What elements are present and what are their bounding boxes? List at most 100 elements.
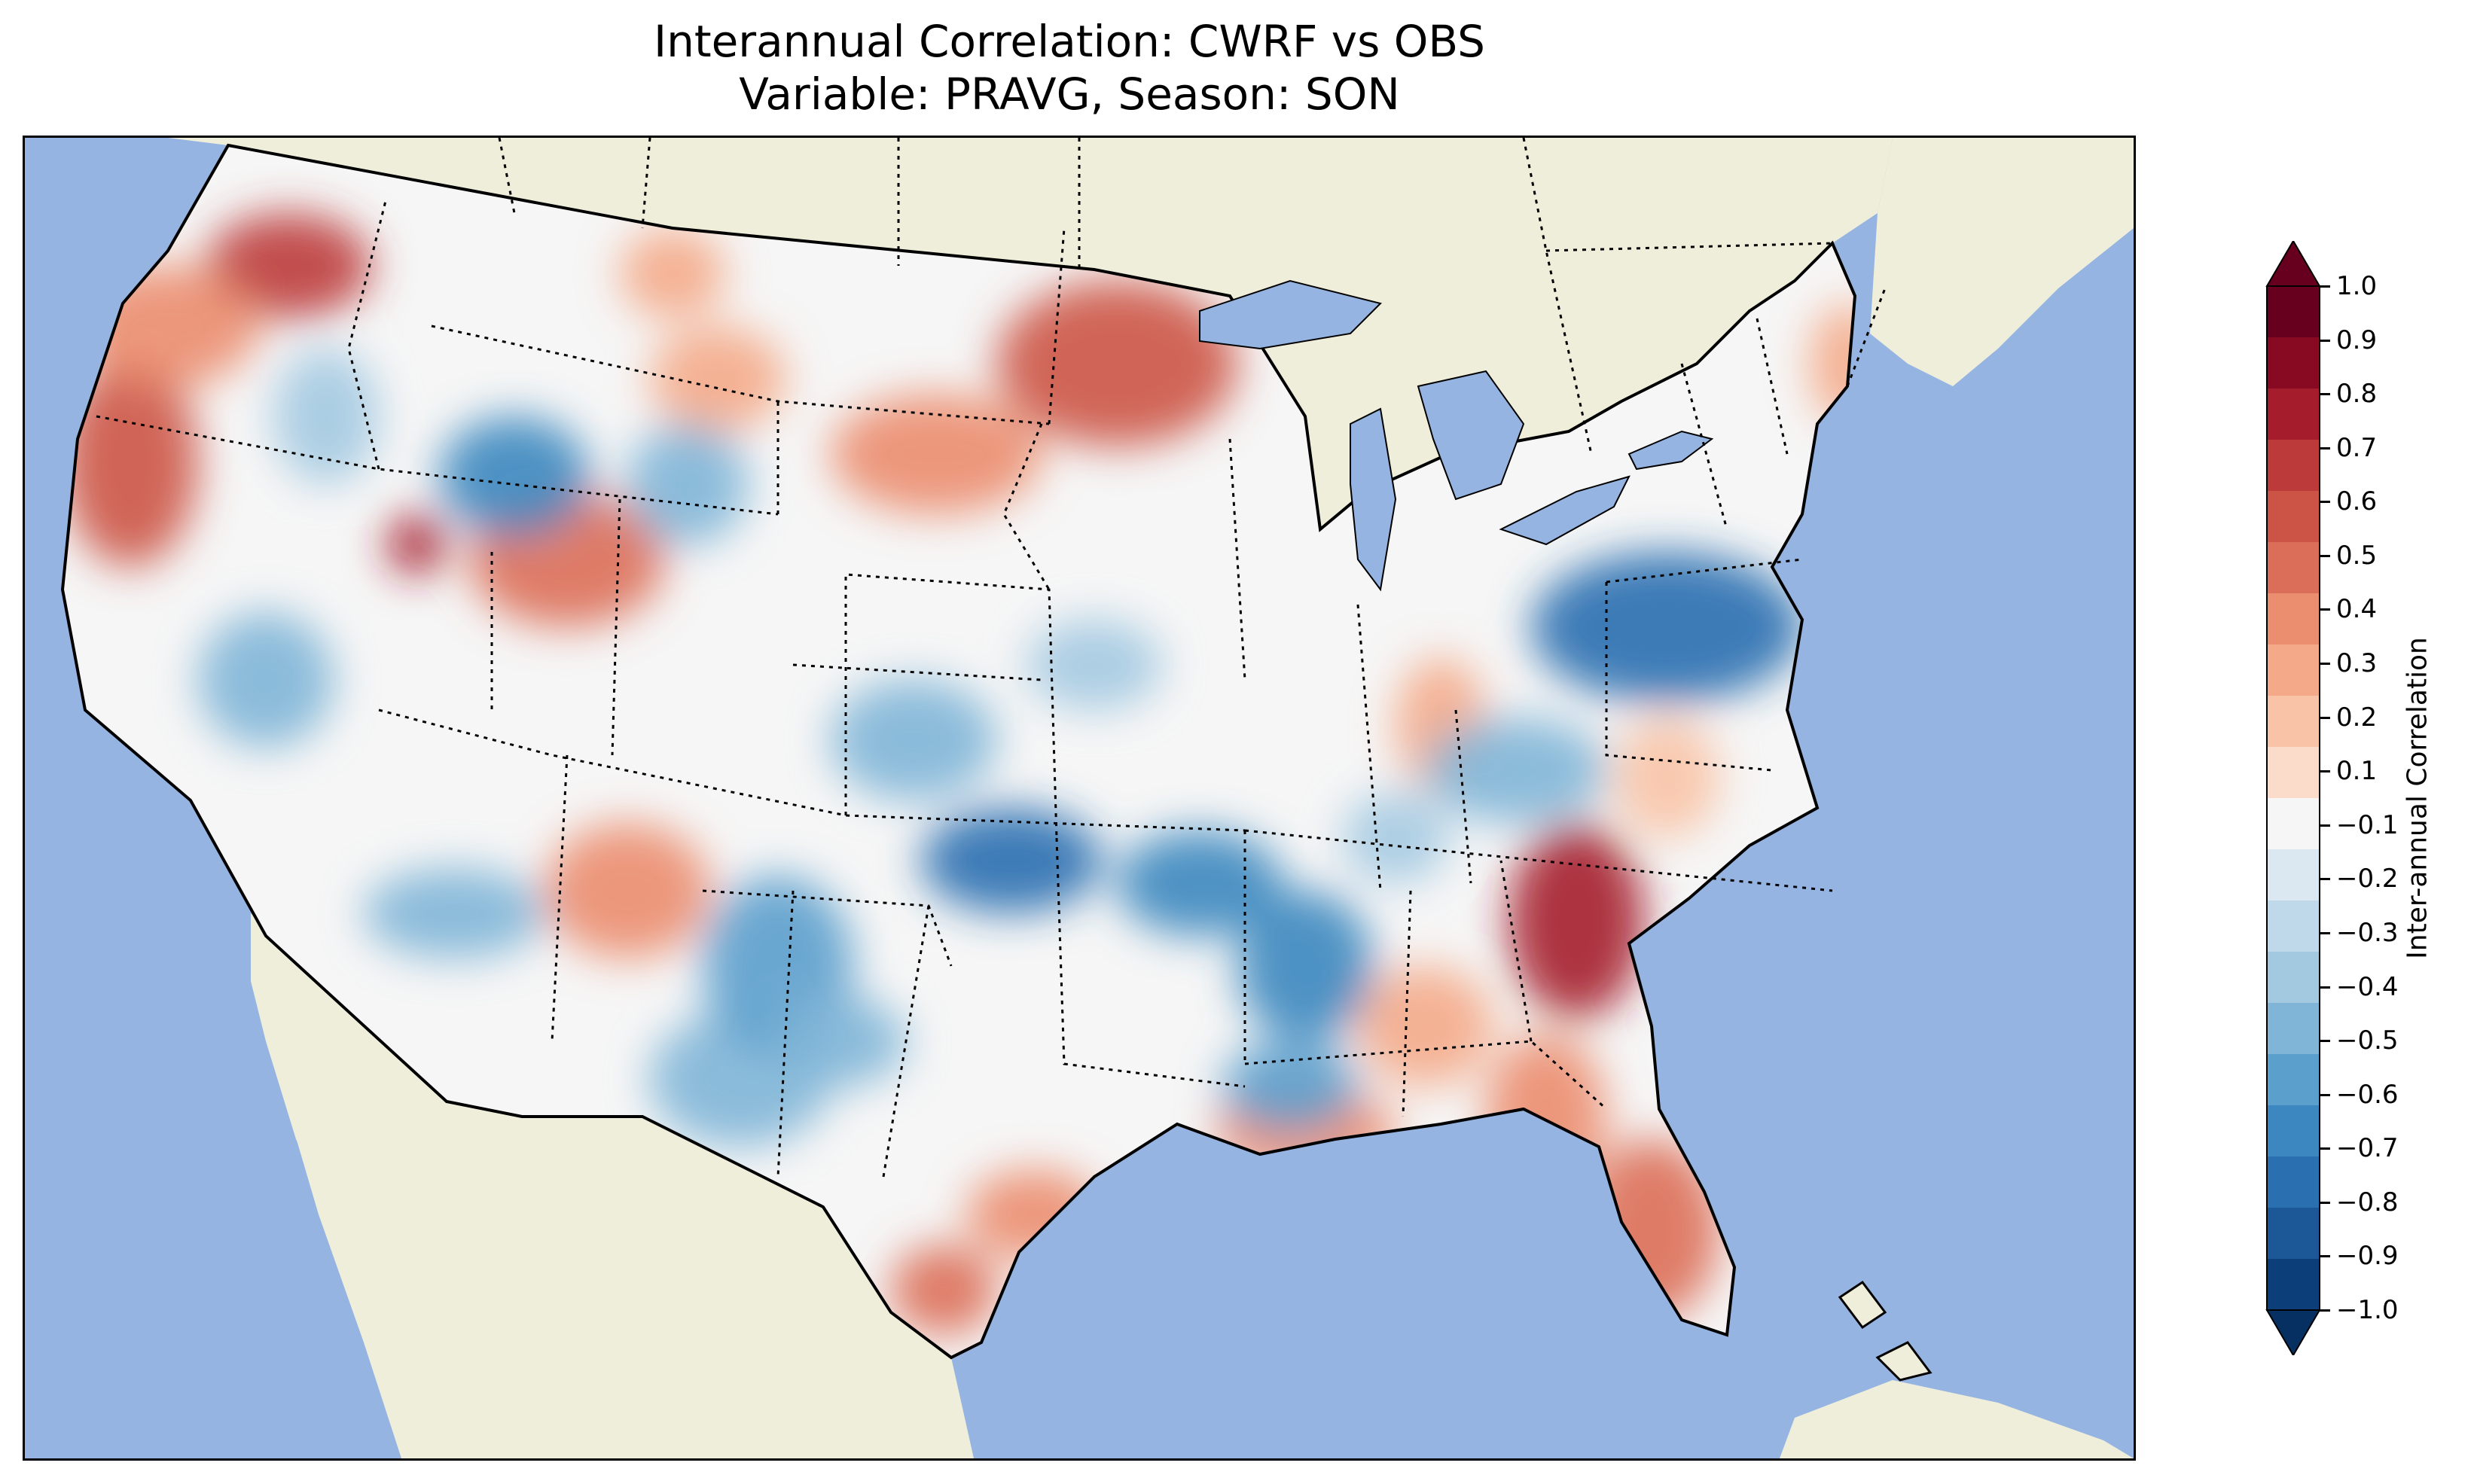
colorbar-tick-mark	[2320, 878, 2330, 881]
colorbar-tick-label: −0.3	[2336, 917, 2399, 948]
lake-superior	[1199, 279, 1382, 350]
colorbar-tick-mark	[2320, 446, 2330, 449]
correlation-field	[63, 213, 1855, 1335]
colorbar	[2265, 241, 2321, 1355]
correlation-blob	[1222, 1041, 1358, 1132]
colorbar-level	[2267, 337, 2320, 389]
correlation-blob	[1508, 823, 1644, 1019]
correlation-blob	[1810, 303, 1855, 424]
colorbar-tick-mark	[2320, 663, 2330, 666]
mexico-land	[251, 913, 974, 1458]
colorbar-tick-mark	[2320, 770, 2330, 773]
colorbar-level	[2267, 798, 2320, 850]
correlation-blob	[78, 266, 258, 386]
colorbar-tick-label: −0.9	[2336, 1241, 2399, 1272]
colorbar-tick-label: 0.7	[2336, 432, 2378, 463]
correlation-blob	[1117, 830, 1283, 936]
correlation-blob	[1358, 966, 1493, 1086]
colorbar-level	[2267, 389, 2320, 440]
correlation-blob	[198, 612, 334, 748]
colorbar-tick-label: 0.2	[2336, 702, 2378, 733]
colorbar-level	[2267, 1259, 2320, 1311]
colorbar-tick-mark	[2320, 1093, 2330, 1096]
colorbar-level	[2267, 593, 2320, 645]
lake-huron	[1417, 370, 1525, 501]
colorbar-tick-label: 1.0	[2336, 271, 2378, 301]
caribbean-islands	[1838, 1280, 1933, 1382]
chart-title: Interannual Correlation: CWRF vs OBS Var…	[0, 15, 2139, 120]
colorbar-tick-mark	[2320, 716, 2330, 719]
correlation-blob	[620, 228, 725, 318]
colorbar-level	[2267, 952, 2320, 1004]
correlation-map[interactable]	[25, 138, 2134, 1458]
lake-ontario	[1627, 430, 1714, 471]
colorbar-tick-label: −0.5	[2336, 1025, 2399, 1056]
correlation-blob	[545, 823, 710, 958]
correlation-blob	[364, 868, 545, 958]
colorbar-level	[2267, 1003, 2320, 1055]
colorbar-level	[2267, 1105, 2320, 1157]
colorbar-tick-mark	[2320, 554, 2330, 557]
colorbar-extend-min	[2265, 1309, 2321, 1355]
correlation-blob	[1486, 1034, 1606, 1199]
us-outline	[60, 143, 1857, 1360]
colorbar-level	[2267, 491, 2320, 543]
colorbar-tick-mark	[2320, 339, 2330, 342]
correlation-blob	[996, 281, 1237, 446]
colorbar-tick-mark	[2320, 824, 2330, 827]
cuba-land	[1780, 1380, 2134, 1458]
title-line-1: Interannual Correlation: CWRF vs OBS	[653, 16, 1485, 67]
colorbar-tick-label: −0.8	[2336, 1187, 2399, 1217]
state-borders	[96, 197, 1887, 1178]
correlation-blob	[63, 356, 198, 567]
colorbar-tick-label: 0.4	[2336, 594, 2378, 625]
canada-borders	[498, 138, 1833, 455]
colorbar-tick-label: −0.7	[2336, 1133, 2399, 1164]
colorbar-level	[2267, 440, 2320, 492]
correlation-blob	[627, 424, 748, 544]
colorbar-tick-label: −0.6	[2336, 1079, 2399, 1110]
correlation-blob	[1237, 891, 1373, 1041]
correlation-blob	[831, 680, 996, 800]
canada-maritimes-land	[1870, 138, 2134, 386]
colorbar-tick-label: 0.6	[2336, 486, 2378, 517]
correlation-blob	[966, 1169, 1102, 1260]
colorbar-level	[2267, 900, 2320, 952]
colorbar-tick-mark	[2320, 608, 2330, 611]
colorbar-level	[2267, 286, 2320, 338]
colorbar-tick-label: 0.1	[2336, 756, 2378, 787]
colorbar-level	[2267, 747, 2320, 799]
baja-peninsula	[258, 966, 439, 1458]
colorbar-tick-mark	[2320, 1309, 2330, 1312]
colorbar-outline	[2266, 285, 2320, 1311]
colorbar-level	[2267, 696, 2320, 748]
correlation-blob	[1682, 928, 1787, 1019]
correlation-blob	[1531, 552, 1802, 702]
correlation-blob	[206, 213, 371, 318]
correlation-blob	[650, 326, 786, 431]
correlation-blob	[386, 514, 447, 574]
colorbar-tick-label: 0.3	[2336, 648, 2378, 679]
colorbar-level	[2267, 1156, 2320, 1208]
map-frame[interactable]	[23, 136, 2136, 1461]
correlation-blob	[1027, 620, 1162, 710]
title-line-2: Variable: PRAVG, Season: SON	[739, 69, 1400, 120]
correlation-blob	[770, 996, 906, 1086]
colorbar-tick-label: −0.1	[2336, 809, 2399, 840]
colorbar-tick-mark	[2320, 1255, 2330, 1258]
correlation-blob	[439, 416, 590, 537]
colorbar-tick-label: 0.9	[2336, 325, 2378, 355]
colorbar-tick-mark	[2320, 986, 2330, 989]
great-lakes	[1199, 279, 1714, 592]
colorbar-tick-mark	[2320, 393, 2330, 396]
correlation-blob	[1343, 793, 1448, 883]
colorbar-tick-label: 0.8	[2336, 379, 2378, 410]
correlation-blob	[831, 394, 1042, 514]
lake-michigan	[1350, 407, 1397, 592]
colorbar-level	[2267, 1208, 2320, 1260]
colorbar-level	[2267, 1054, 2320, 1106]
colorbar-tick-mark	[2320, 1040, 2330, 1043]
colorbar-tick-mark	[2320, 501, 2330, 504]
colorbar-extend-max	[2265, 241, 2321, 287]
colorbar-level	[2267, 644, 2320, 696]
